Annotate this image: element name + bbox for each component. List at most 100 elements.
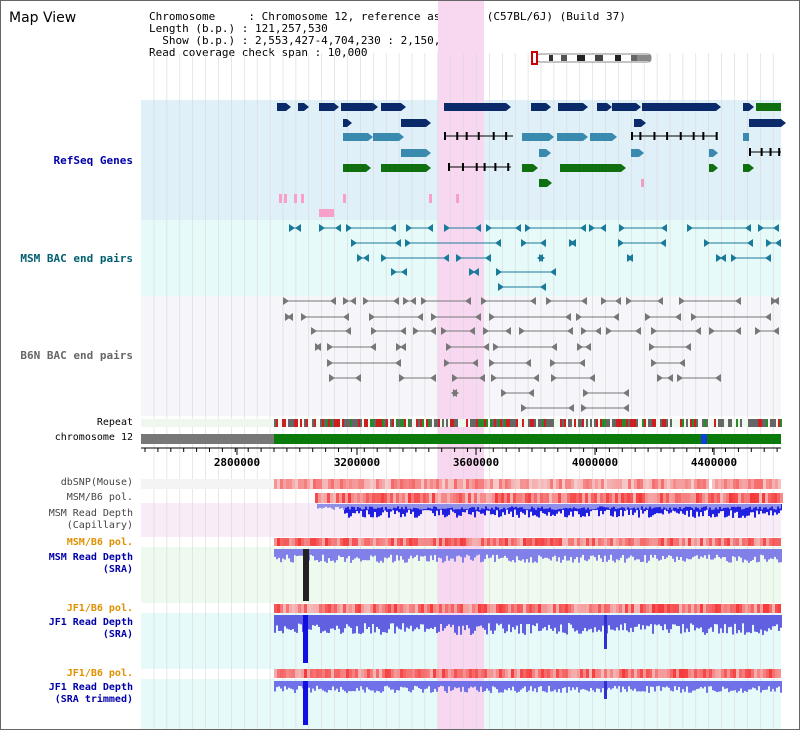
jf1-b6-polymorphism bbox=[433, 604, 436, 613]
msm-capillary-depth bbox=[362, 504, 364, 517]
msm-b6-polymorphism bbox=[768, 493, 771, 503]
jf1-sra-depth bbox=[346, 615, 348, 625]
bac-end-marker bbox=[533, 374, 539, 382]
jf1-trim-depth bbox=[498, 681, 500, 693]
msm-sra-depth bbox=[630, 549, 632, 556]
repeat-element bbox=[750, 419, 752, 427]
gene-strand-arrow bbox=[621, 164, 626, 172]
msm-capillary-depth bbox=[416, 504, 418, 518]
jf1-b6-polymorphism bbox=[550, 604, 553, 613]
msm-capillary-depth bbox=[684, 504, 686, 515]
gene-feature bbox=[298, 103, 304, 111]
msm-sra-depth bbox=[762, 549, 764, 556]
jf1-b6-polymorphism bbox=[403, 669, 406, 678]
jf1-trim-depth bbox=[296, 681, 298, 690]
dbsnp-density bbox=[577, 479, 580, 489]
bac-end-marker bbox=[489, 359, 495, 367]
jf1-trim-depth bbox=[596, 681, 598, 689]
msm-b6-polymorphism bbox=[330, 493, 333, 503]
msm-sra-depth bbox=[362, 549, 364, 561]
msm-sra-depth bbox=[772, 549, 774, 560]
msm-b6-polymorphism bbox=[577, 538, 580, 546]
jf1-sra-depth bbox=[662, 615, 664, 631]
jf1-sra-depth bbox=[550, 615, 552, 629]
msm-capillary-depth bbox=[456, 504, 458, 518]
gene-exon bbox=[507, 163, 510, 171]
msm-b6-polymorphism bbox=[495, 493, 498, 503]
jf1-trim-depth bbox=[640, 681, 642, 692]
msm-capillary-depth bbox=[439, 504, 441, 510]
jf1-b6-polymorphism bbox=[475, 604, 478, 613]
msm-capillary-depth bbox=[363, 504, 365, 510]
gene-exon bbox=[631, 132, 633, 140]
track-label-refseq[interactable]: RefSeq Genes bbox=[53, 154, 133, 167]
jf1-b6-polymorphism bbox=[562, 604, 565, 613]
jf1-sra-depth bbox=[498, 615, 500, 626]
jf1-trim-depth bbox=[598, 681, 600, 689]
bac-end-marker bbox=[657, 374, 663, 382]
msm-b6-polymorphism bbox=[289, 538, 292, 546]
msm-sra-depth bbox=[512, 549, 514, 561]
gene-feature bbox=[709, 164, 713, 172]
jf1-b6-polymorphism bbox=[352, 604, 355, 613]
jf1-b6-polymorphism bbox=[322, 669, 325, 678]
msm-b6-polymorphism bbox=[277, 538, 280, 546]
msm-b6-polymorphism bbox=[757, 538, 760, 546]
gene-exon bbox=[639, 132, 642, 140]
msm-capillary-depth bbox=[498, 504, 500, 518]
msm-b6-polymorphism bbox=[346, 538, 349, 546]
jf1-b6-polymorphism bbox=[685, 669, 688, 678]
dbsnp-density bbox=[724, 479, 727, 489]
msm-capillary-depth bbox=[495, 504, 497, 507]
msm-sra-depth bbox=[460, 549, 462, 557]
msm-sra-depth bbox=[298, 549, 300, 556]
msm-b6-polymorphism bbox=[436, 538, 439, 546]
msm-b6-polymorphism bbox=[408, 493, 411, 503]
repeat-element bbox=[430, 419, 432, 427]
jf1-sra-depth bbox=[656, 615, 658, 626]
jf1-sra-depth bbox=[414, 615, 416, 630]
msm-capillary-depth bbox=[773, 504, 775, 510]
msm-sra-depth bbox=[352, 549, 354, 560]
bac-end-marker bbox=[363, 254, 369, 262]
dbsnp-density bbox=[772, 479, 775, 489]
msm-sra-depth bbox=[408, 549, 410, 559]
track-label-b6n-bac[interactable]: B6N BAC end pairs bbox=[20, 349, 133, 362]
jf1-b6-polymorphism bbox=[571, 604, 574, 613]
msm-b6-polymorphism bbox=[616, 538, 619, 546]
jf1-b6-polymorphism bbox=[490, 669, 493, 678]
msm-capillary-depth bbox=[545, 504, 547, 509]
jf1-trim-depth bbox=[728, 681, 730, 693]
msm-sra-depth bbox=[406, 549, 408, 563]
repeat-element bbox=[322, 419, 324, 427]
msm-capillary-depth bbox=[629, 504, 631, 509]
jf1-trim-depth bbox=[502, 681, 504, 693]
jf1-trim-depth bbox=[744, 681, 746, 691]
dbsnp-density bbox=[745, 479, 748, 489]
jf1-trim-depth bbox=[334, 681, 336, 691]
jf1-sra-depth bbox=[388, 615, 390, 630]
repeat-element bbox=[662, 419, 664, 427]
jf1-sra-depth bbox=[364, 615, 366, 624]
jf1-sra-depth bbox=[582, 615, 584, 631]
repeat-element bbox=[290, 419, 292, 427]
msm-sra-depth bbox=[588, 549, 590, 560]
jf1-b6-polymorphism bbox=[346, 604, 349, 613]
msm-sra-depth bbox=[738, 549, 740, 557]
bac-end-marker bbox=[660, 239, 666, 247]
msm-b6-polymorphism bbox=[715, 538, 718, 546]
dbsnp-density bbox=[550, 479, 553, 489]
jf1-b6-polymorphism bbox=[661, 669, 664, 678]
msm-sra-depth bbox=[472, 549, 474, 561]
repeat-element bbox=[568, 419, 570, 427]
jf1-trim-depth bbox=[612, 681, 614, 689]
jf1-trim-depth bbox=[396, 681, 398, 691]
track-label-msm-bac[interactable]: MSM BAC end pairs bbox=[20, 252, 133, 265]
jf1-trim-depth bbox=[522, 681, 524, 689]
msm-b6-polymorphism bbox=[729, 493, 732, 503]
jf1-sra-depth bbox=[772, 615, 774, 627]
repeat-element bbox=[634, 419, 636, 427]
jf1-b6-polymorphism bbox=[649, 604, 652, 613]
msm-capillary-depth bbox=[689, 504, 691, 507]
